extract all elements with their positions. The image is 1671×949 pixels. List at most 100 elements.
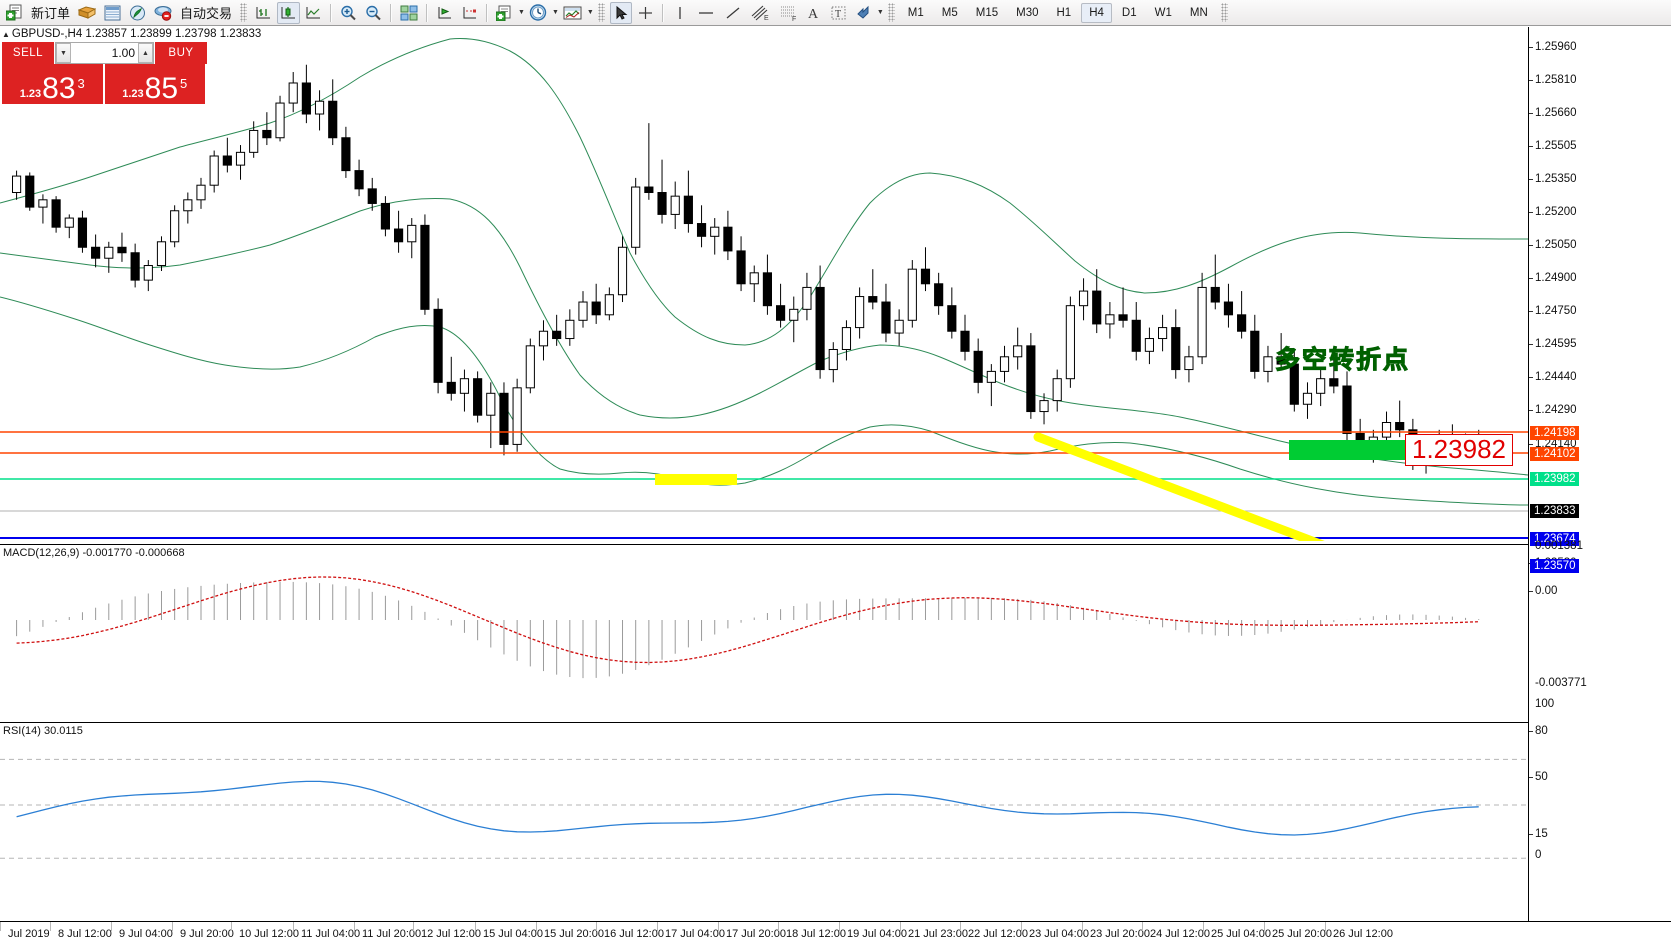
collapse-triangle-icon[interactable]: ▲ bbox=[2, 30, 10, 39]
volume-stepper[interactable]: ▼ 1.00 ▲ bbox=[55, 42, 154, 64]
price-tick: 1.24290 bbox=[1529, 404, 1577, 416]
candlestick-icon[interactable] bbox=[277, 1, 301, 24]
grid-icon[interactable] bbox=[458, 2, 481, 24]
templates-icon[interactable] bbox=[493, 2, 516, 24]
candle-body bbox=[235, 151, 246, 166]
toolbar-grip-3[interactable] bbox=[887, 3, 895, 22]
candle-body bbox=[907, 268, 917, 321]
templates-dropdown-caret[interactable]: ▼ bbox=[518, 9, 525, 16]
crosshair-icon[interactable] bbox=[634, 2, 657, 24]
time-axis-separator bbox=[536, 922, 537, 931]
candle-body bbox=[670, 195, 680, 215]
volume-increase-icon[interactable]: ▲ bbox=[138, 43, 153, 63]
candle-body bbox=[525, 345, 535, 389]
time-axis-separator bbox=[1325, 922, 1326, 931]
volume-value[interactable]: 1.00 bbox=[71, 43, 138, 63]
candle-body bbox=[894, 319, 904, 334]
timeframe-m15[interactable]: M15 bbox=[975, 6, 999, 19]
candle-body bbox=[828, 348, 838, 371]
toolbar-grip-2[interactable] bbox=[597, 3, 605, 22]
candle-body bbox=[986, 370, 996, 383]
zoom-in-icon[interactable] bbox=[337, 2, 360, 24]
toolbar-grip-4[interactable] bbox=[1220, 3, 1228, 22]
toolbar-separator-5 bbox=[661, 3, 664, 22]
timeframe-h4[interactable]: H4 bbox=[1081, 2, 1112, 23]
level-label-123570[interactable]: 1.23570 bbox=[1530, 559, 1579, 573]
text-icon[interactable]: A bbox=[803, 2, 825, 24]
indicators-dropdown-caret[interactable]: ▼ bbox=[586, 9, 594, 16]
volume-decrease-icon[interactable]: ▼ bbox=[56, 43, 71, 63]
time-axis-separator bbox=[475, 922, 476, 931]
timeframe-h1[interactable]: H1 bbox=[1056, 6, 1072, 19]
one-click-trading-panel[interactable]: SELL ▼ 1.00 ▲ BUY 1.23 83 3 1.23 85 5 bbox=[2, 42, 207, 104]
price-pane[interactable] bbox=[0, 27, 1528, 541]
candle-body bbox=[1118, 314, 1128, 321]
fibonacci-icon[interactable]: F bbox=[775, 2, 801, 24]
time-axis[interactable]: Jul 2019 8 Jul 12:00 9 Jul 04:00 9 Jul 20:0… bbox=[0, 921, 1671, 949]
new-order-label[interactable]: 新订单 bbox=[31, 6, 71, 21]
candle-body bbox=[1250, 330, 1260, 372]
candle-body bbox=[64, 217, 74, 228]
sell-price-big: 83 bbox=[42, 72, 76, 105]
equidistant-channel-icon[interactable]: E bbox=[747, 2, 773, 24]
timeframe-w1[interactable]: W1 bbox=[1154, 6, 1172, 19]
trendline-icon[interactable] bbox=[721, 2, 745, 24]
autotrade-label[interactable]: 自动交易 bbox=[180, 6, 233, 21]
candle-body bbox=[446, 381, 456, 394]
hline-icon[interactable] bbox=[693, 2, 719, 24]
candle-body bbox=[459, 378, 470, 394]
level-label-124198[interactable]: 1.24198 bbox=[1530, 426, 1579, 440]
candle-body bbox=[38, 199, 48, 208]
level-label-123674[interactable]: 1.23674 bbox=[1530, 532, 1579, 546]
arrows-icon[interactable] bbox=[852, 2, 875, 24]
level-label-123982[interactable]: 1.23982 bbox=[1530, 472, 1579, 486]
candle-body bbox=[512, 387, 522, 445]
candle-body bbox=[1026, 345, 1036, 413]
price-scale[interactable]: 1.25960 1.25810 1.25660 1.25505 1.25350 … bbox=[1528, 27, 1671, 921]
terminal-icon[interactable] bbox=[151, 2, 175, 24]
svg-text:T: T bbox=[835, 9, 841, 20]
vline-icon[interactable] bbox=[669, 2, 691, 24]
bar-chart-icon[interactable] bbox=[252, 2, 275, 24]
time-axis-separator bbox=[839, 922, 840, 931]
macd-pane[interactable]: MACD(12,26,9) -0.001770 -0.000668 bbox=[0, 544, 1528, 719]
candle-body bbox=[262, 129, 272, 139]
tile-windows-icon[interactable] bbox=[397, 2, 421, 24]
timeframe-m30[interactable]: M30 bbox=[1016, 6, 1039, 19]
candle-body bbox=[1223, 301, 1234, 316]
indicators-icon[interactable] bbox=[560, 2, 585, 24]
arrows-dropdown-caret[interactable]: ▼ bbox=[876, 9, 884, 16]
timeframe-m5[interactable]: M5 bbox=[941, 6, 958, 19]
navigator-icon[interactable] bbox=[126, 2, 149, 24]
period-icon[interactable] bbox=[526, 2, 550, 24]
period-dropdown-caret[interactable]: ▼ bbox=[551, 9, 559, 16]
line-chart-icon[interactable] bbox=[302, 2, 325, 24]
sell-price-button[interactable]: 1.23 83 3 bbox=[2, 64, 103, 104]
market-watch-icon[interactable] bbox=[101, 2, 124, 24]
price-tick: 1.25200 bbox=[1529, 206, 1577, 218]
buy-price-button[interactable]: 1.23 85 5 bbox=[104, 64, 205, 104]
toolbar-separator-3 bbox=[426, 3, 429, 22]
zoom-out-icon[interactable] bbox=[362, 2, 385, 24]
timeframe-mn[interactable]: MN bbox=[1189, 6, 1208, 19]
candle-body bbox=[486, 392, 496, 416]
macd-indicator-svg bbox=[16, 576, 1480, 679]
timeframe-m1[interactable]: M1 bbox=[907, 6, 924, 19]
rsi-indicator-svg bbox=[0, 758, 1528, 859]
chart-symbol-header: ▲ GBPUSD-,H4 1.23857 1.23899 1.23798 1.23… bbox=[2, 28, 261, 40]
buy-button-label[interactable]: BUY bbox=[155, 42, 207, 64]
time-axis-separator bbox=[172, 922, 173, 931]
profile-icon[interactable] bbox=[75, 2, 99, 24]
text-label-icon[interactable]: T bbox=[827, 2, 850, 24]
shift-end-icon[interactable] bbox=[433, 2, 456, 24]
timeframe-d1[interactable]: D1 bbox=[1121, 6, 1137, 19]
toolbar-grip[interactable] bbox=[240, 3, 248, 22]
candle-body bbox=[1329, 378, 1339, 387]
rsi-pane[interactable]: RSI(14) 30.0115 bbox=[0, 722, 1528, 921]
cursor-icon[interactable] bbox=[609, 1, 632, 24]
sell-button-label[interactable]: SELL bbox=[2, 42, 54, 64]
chart-canvas[interactable]: MACD(12,26,9) -0.001770 -0.000668 RSI(14… bbox=[0, 27, 1528, 921]
level-label-124102[interactable]: 1.24102 bbox=[1530, 447, 1579, 461]
candle-body bbox=[1342, 385, 1352, 434]
new-order-icon[interactable] bbox=[3, 2, 26, 24]
